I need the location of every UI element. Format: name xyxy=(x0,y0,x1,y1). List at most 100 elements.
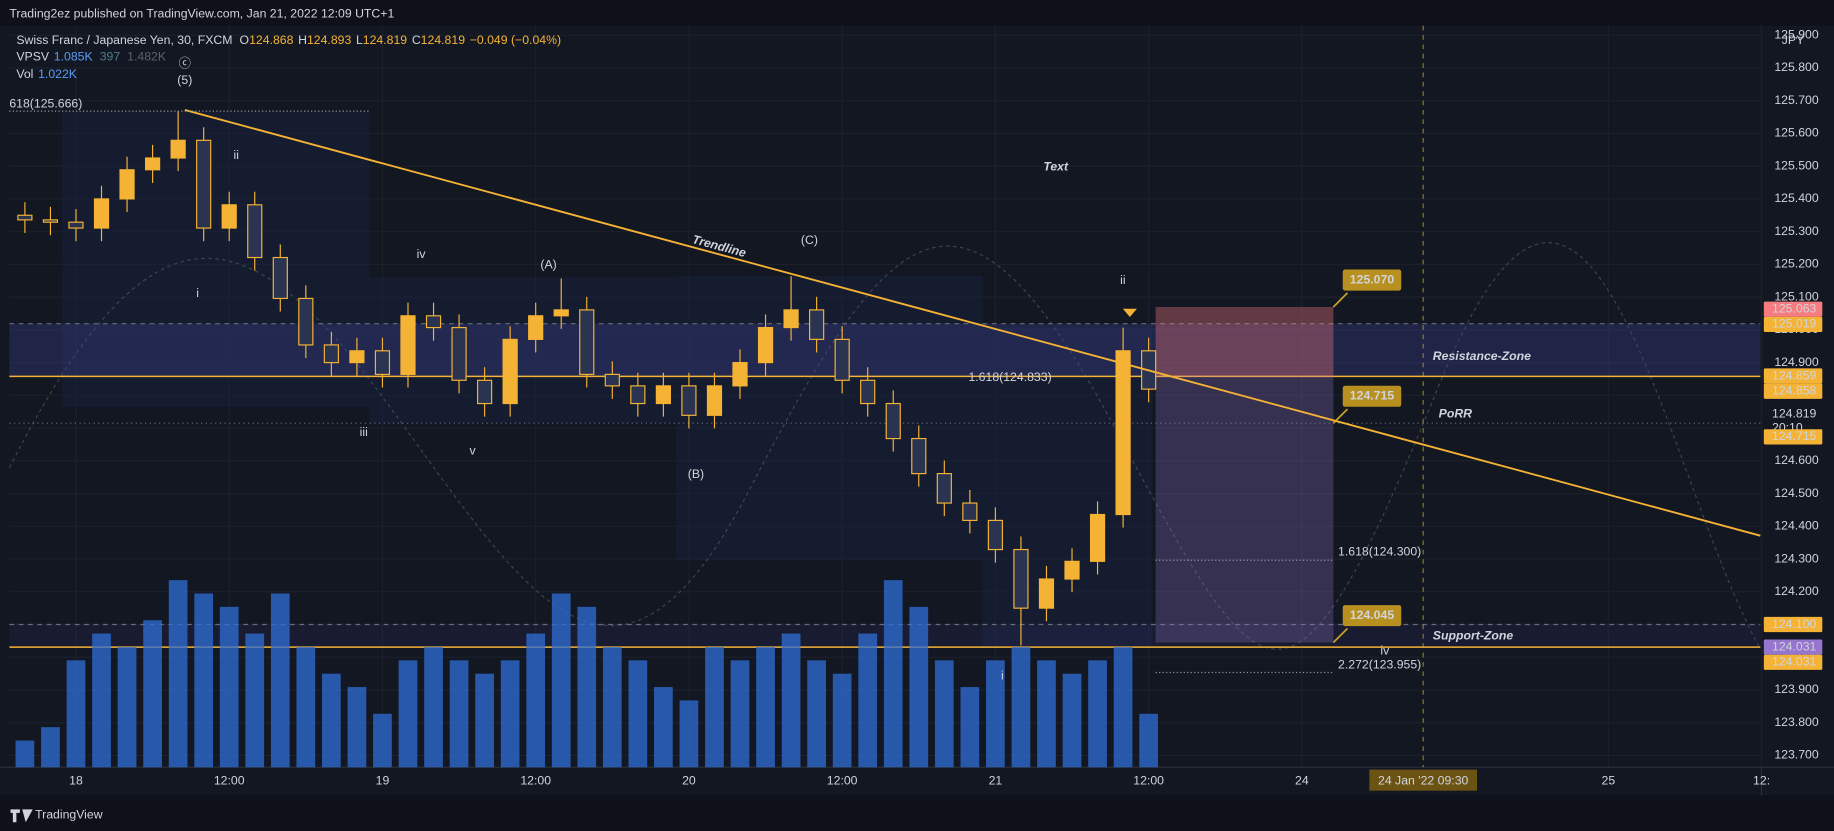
price-label: 124.045 xyxy=(1350,608,1395,622)
annotation: (5) xyxy=(177,73,192,87)
annotation: ⓒ xyxy=(179,57,191,71)
annotation: ii xyxy=(1120,273,1125,287)
annotation: iii xyxy=(360,425,368,439)
candle-body xyxy=(144,157,161,171)
candle-body xyxy=(1115,350,1131,516)
drawings-back xyxy=(8,111,1761,650)
annotation: 1.618(124.833) xyxy=(968,370,1051,384)
y-tick-label: 125.500 xyxy=(1774,158,1819,172)
volume-bar xyxy=(551,593,571,768)
annotation: Support-Zone xyxy=(1433,629,1514,643)
volume-bar xyxy=(398,660,418,768)
annotation: (C) xyxy=(801,233,818,247)
crosshair-box xyxy=(1369,769,1477,791)
y-tick-label: 124.300 xyxy=(1774,551,1819,565)
volume-bar xyxy=(602,646,622,768)
vol-value: 1.022K xyxy=(38,67,78,81)
volume-bar xyxy=(168,580,188,768)
candle-body xyxy=(885,402,901,440)
footer-brand: TradingView xyxy=(35,807,103,821)
candle-body xyxy=(987,519,1004,551)
candle-body xyxy=(604,373,620,387)
candle-body xyxy=(553,309,569,317)
y-tick-label: 123.900 xyxy=(1774,682,1819,696)
stop-box xyxy=(1155,306,1334,377)
candle-body xyxy=(93,198,110,229)
annotation: i xyxy=(1001,668,1004,682)
y-tick-label: 124.500 xyxy=(1774,486,1819,500)
annotation: i xyxy=(196,286,199,300)
y-tick-label: 125.900 xyxy=(1774,27,1819,41)
annotation: ii xyxy=(234,148,239,162)
annotation: 1.618(124.300) xyxy=(1338,544,1421,558)
y-tick-label: 123.800 xyxy=(1774,715,1819,729)
volume-bar xyxy=(373,713,392,768)
candle-body xyxy=(68,221,84,229)
vol-label: Vol xyxy=(16,67,33,81)
volume-bar xyxy=(92,633,111,768)
vpsv-up: 1.085K xyxy=(54,50,94,64)
x-tick-label: 12:00 xyxy=(827,774,858,788)
y-tick-label: 125.200 xyxy=(1774,257,1819,271)
volume-bar xyxy=(807,660,826,768)
volume-bar xyxy=(1088,660,1107,768)
h-value: 124.893 xyxy=(307,33,352,47)
volume-bar xyxy=(832,673,852,768)
candle-body xyxy=(528,315,544,340)
volume-bar xyxy=(705,646,724,768)
candle-body xyxy=(221,204,237,229)
candle-body xyxy=(757,326,774,364)
candle-body xyxy=(400,315,416,375)
crosshair-label: 24 Jan '22 09:30 xyxy=(1378,774,1469,788)
candle-body xyxy=(17,214,33,221)
volume-profile-box xyxy=(676,276,983,561)
x-tick-label: 24 xyxy=(1295,774,1309,788)
volume-bar xyxy=(1113,646,1133,768)
x-tick-label: 19 xyxy=(376,774,390,788)
price-badge-label: 124.100 xyxy=(1772,617,1817,631)
vpsv-total: 1.482K xyxy=(127,50,167,64)
annotation: 2.272(123.955) xyxy=(1338,658,1421,672)
l-value: 124.819 xyxy=(363,33,408,47)
price-label: 125.070 xyxy=(1350,272,1395,286)
y-tick-label: 125.600 xyxy=(1774,126,1819,140)
x-tick-label: 12:00 xyxy=(214,774,245,788)
volume-bar xyxy=(1139,713,1158,768)
candle-body xyxy=(834,338,850,381)
vol-row: Vol 1.022K xyxy=(16,67,77,81)
price-badge-label: 125.063 xyxy=(1772,301,1817,315)
x-tick-label: 12:00 xyxy=(520,774,551,788)
y-tick-label: 125.800 xyxy=(1774,60,1819,74)
volume-bar xyxy=(1037,660,1056,768)
candle-body xyxy=(272,256,288,300)
vpsv-label: VPSV xyxy=(16,50,50,64)
price-badge xyxy=(1763,368,1823,384)
price-badge-label: 124.031 xyxy=(1772,655,1817,669)
change: −0.049 (−0.04%) xyxy=(470,33,561,47)
volume-bar xyxy=(654,687,673,768)
candle-body xyxy=(42,219,59,223)
h-label: H xyxy=(298,33,307,47)
volume-bar xyxy=(679,700,699,768)
label-leader xyxy=(1332,292,1349,308)
volume-bar xyxy=(194,593,214,768)
c-label: C xyxy=(412,33,421,47)
volume-bar xyxy=(526,633,546,768)
y-tick-label: 125.700 xyxy=(1774,93,1819,107)
candle-body xyxy=(681,385,697,416)
price-badge-label: 124.859 xyxy=(1772,368,1817,382)
volume-bar xyxy=(424,646,443,768)
x-tick-label: 18 xyxy=(69,774,83,788)
y-tick-label: 124.200 xyxy=(1774,584,1819,598)
price-badge xyxy=(1763,301,1823,317)
volume-profile-box xyxy=(369,277,677,424)
y-tick-label: 125.300 xyxy=(1774,224,1819,238)
candle-body xyxy=(374,350,391,375)
volume-bar xyxy=(143,620,162,768)
annotation: (A) xyxy=(540,258,556,272)
volume-bar xyxy=(909,606,929,768)
volume-bar xyxy=(475,673,494,768)
volume-bar xyxy=(781,633,801,768)
volume-bar xyxy=(66,660,86,768)
volume-bar xyxy=(577,606,597,768)
